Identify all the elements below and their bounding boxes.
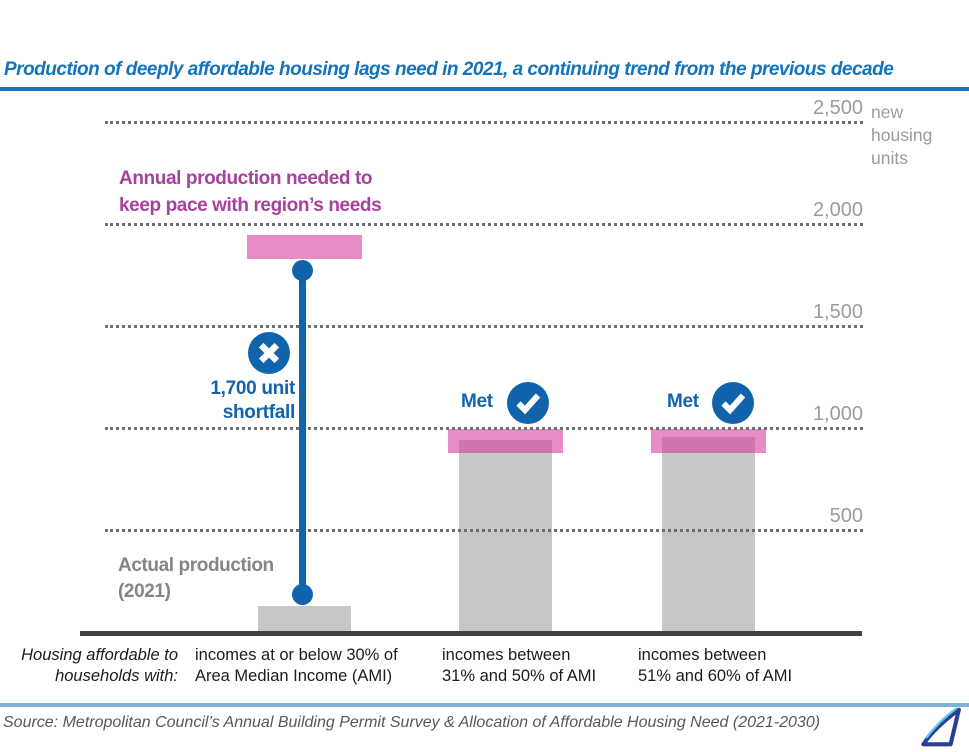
metropolitan-council-logo — [911, 706, 963, 747]
met-label-31-50: Met — [461, 391, 493, 412]
y-axis-unit-label: new housing units — [871, 101, 932, 170]
shortfall-connector-line — [299, 271, 306, 594]
y-tick-label: 500 — [829, 505, 863, 527]
met-check-badge-51-60 — [712, 382, 754, 424]
check-icon — [507, 382, 549, 424]
y-tick-label: 2,000 — [812, 199, 863, 221]
needed-production-band — [650, 429, 766, 454]
x-axis-caption: Housing affordable to households with: — [21, 646, 178, 685]
connector-bottom-dot — [292, 584, 313, 605]
actual-production-bar — [661, 437, 755, 633]
x-axis-category-label-30: incomes at or below 30% of Area Median I… — [195, 646, 398, 685]
y-tick-label: 2,500 — [812, 97, 863, 119]
x-axis-category-label-31-50: incomes between 31% and 50% of AMI — [442, 646, 597, 685]
needed-production-band — [246, 235, 362, 260]
footer-rule — [0, 703, 969, 707]
gridline — [105, 223, 863, 226]
gridline — [105, 427, 863, 430]
y-axis-unit-line: units — [871, 148, 908, 168]
title-underline — [0, 87, 969, 91]
source-text: Source: Metropolitan Council’s Annual Bu… — [3, 714, 821, 731]
y-tick-label: 1,000 — [812, 403, 863, 425]
actual-production-bar — [257, 606, 351, 633]
check-icon — [712, 382, 754, 424]
needed-production-band — [447, 429, 563, 454]
actual-production-label: Actual production (2021) — [118, 555, 274, 602]
page-title: Production of deeply affordable housing … — [4, 59, 894, 80]
gridline — [105, 325, 863, 328]
gridline — [105, 529, 863, 532]
gridline — [105, 121, 863, 124]
x-axis-baseline — [80, 631, 862, 636]
y-axis-unit-line: housing — [871, 125, 933, 145]
needed-production-annotation: Annual production needed to keep pace wi… — [119, 168, 382, 216]
triangle-logo-icon — [921, 706, 961, 747]
met-label-51-60: Met — [667, 391, 699, 412]
shortfall-label: 1,700 unit shortfall — [210, 378, 295, 423]
x-icon — [248, 332, 290, 374]
met-check-badge-31-50 — [507, 382, 549, 424]
connector-top-dot — [292, 260, 313, 281]
shortfall-x-badge — [248, 332, 290, 374]
x-axis-category-label-51-60: incomes between 51% and 60% of AMI — [638, 646, 793, 685]
y-axis-unit-line: new — [871, 102, 904, 122]
actual-production-bar — [458, 440, 552, 633]
y-tick-label: 1,500 — [812, 301, 863, 323]
